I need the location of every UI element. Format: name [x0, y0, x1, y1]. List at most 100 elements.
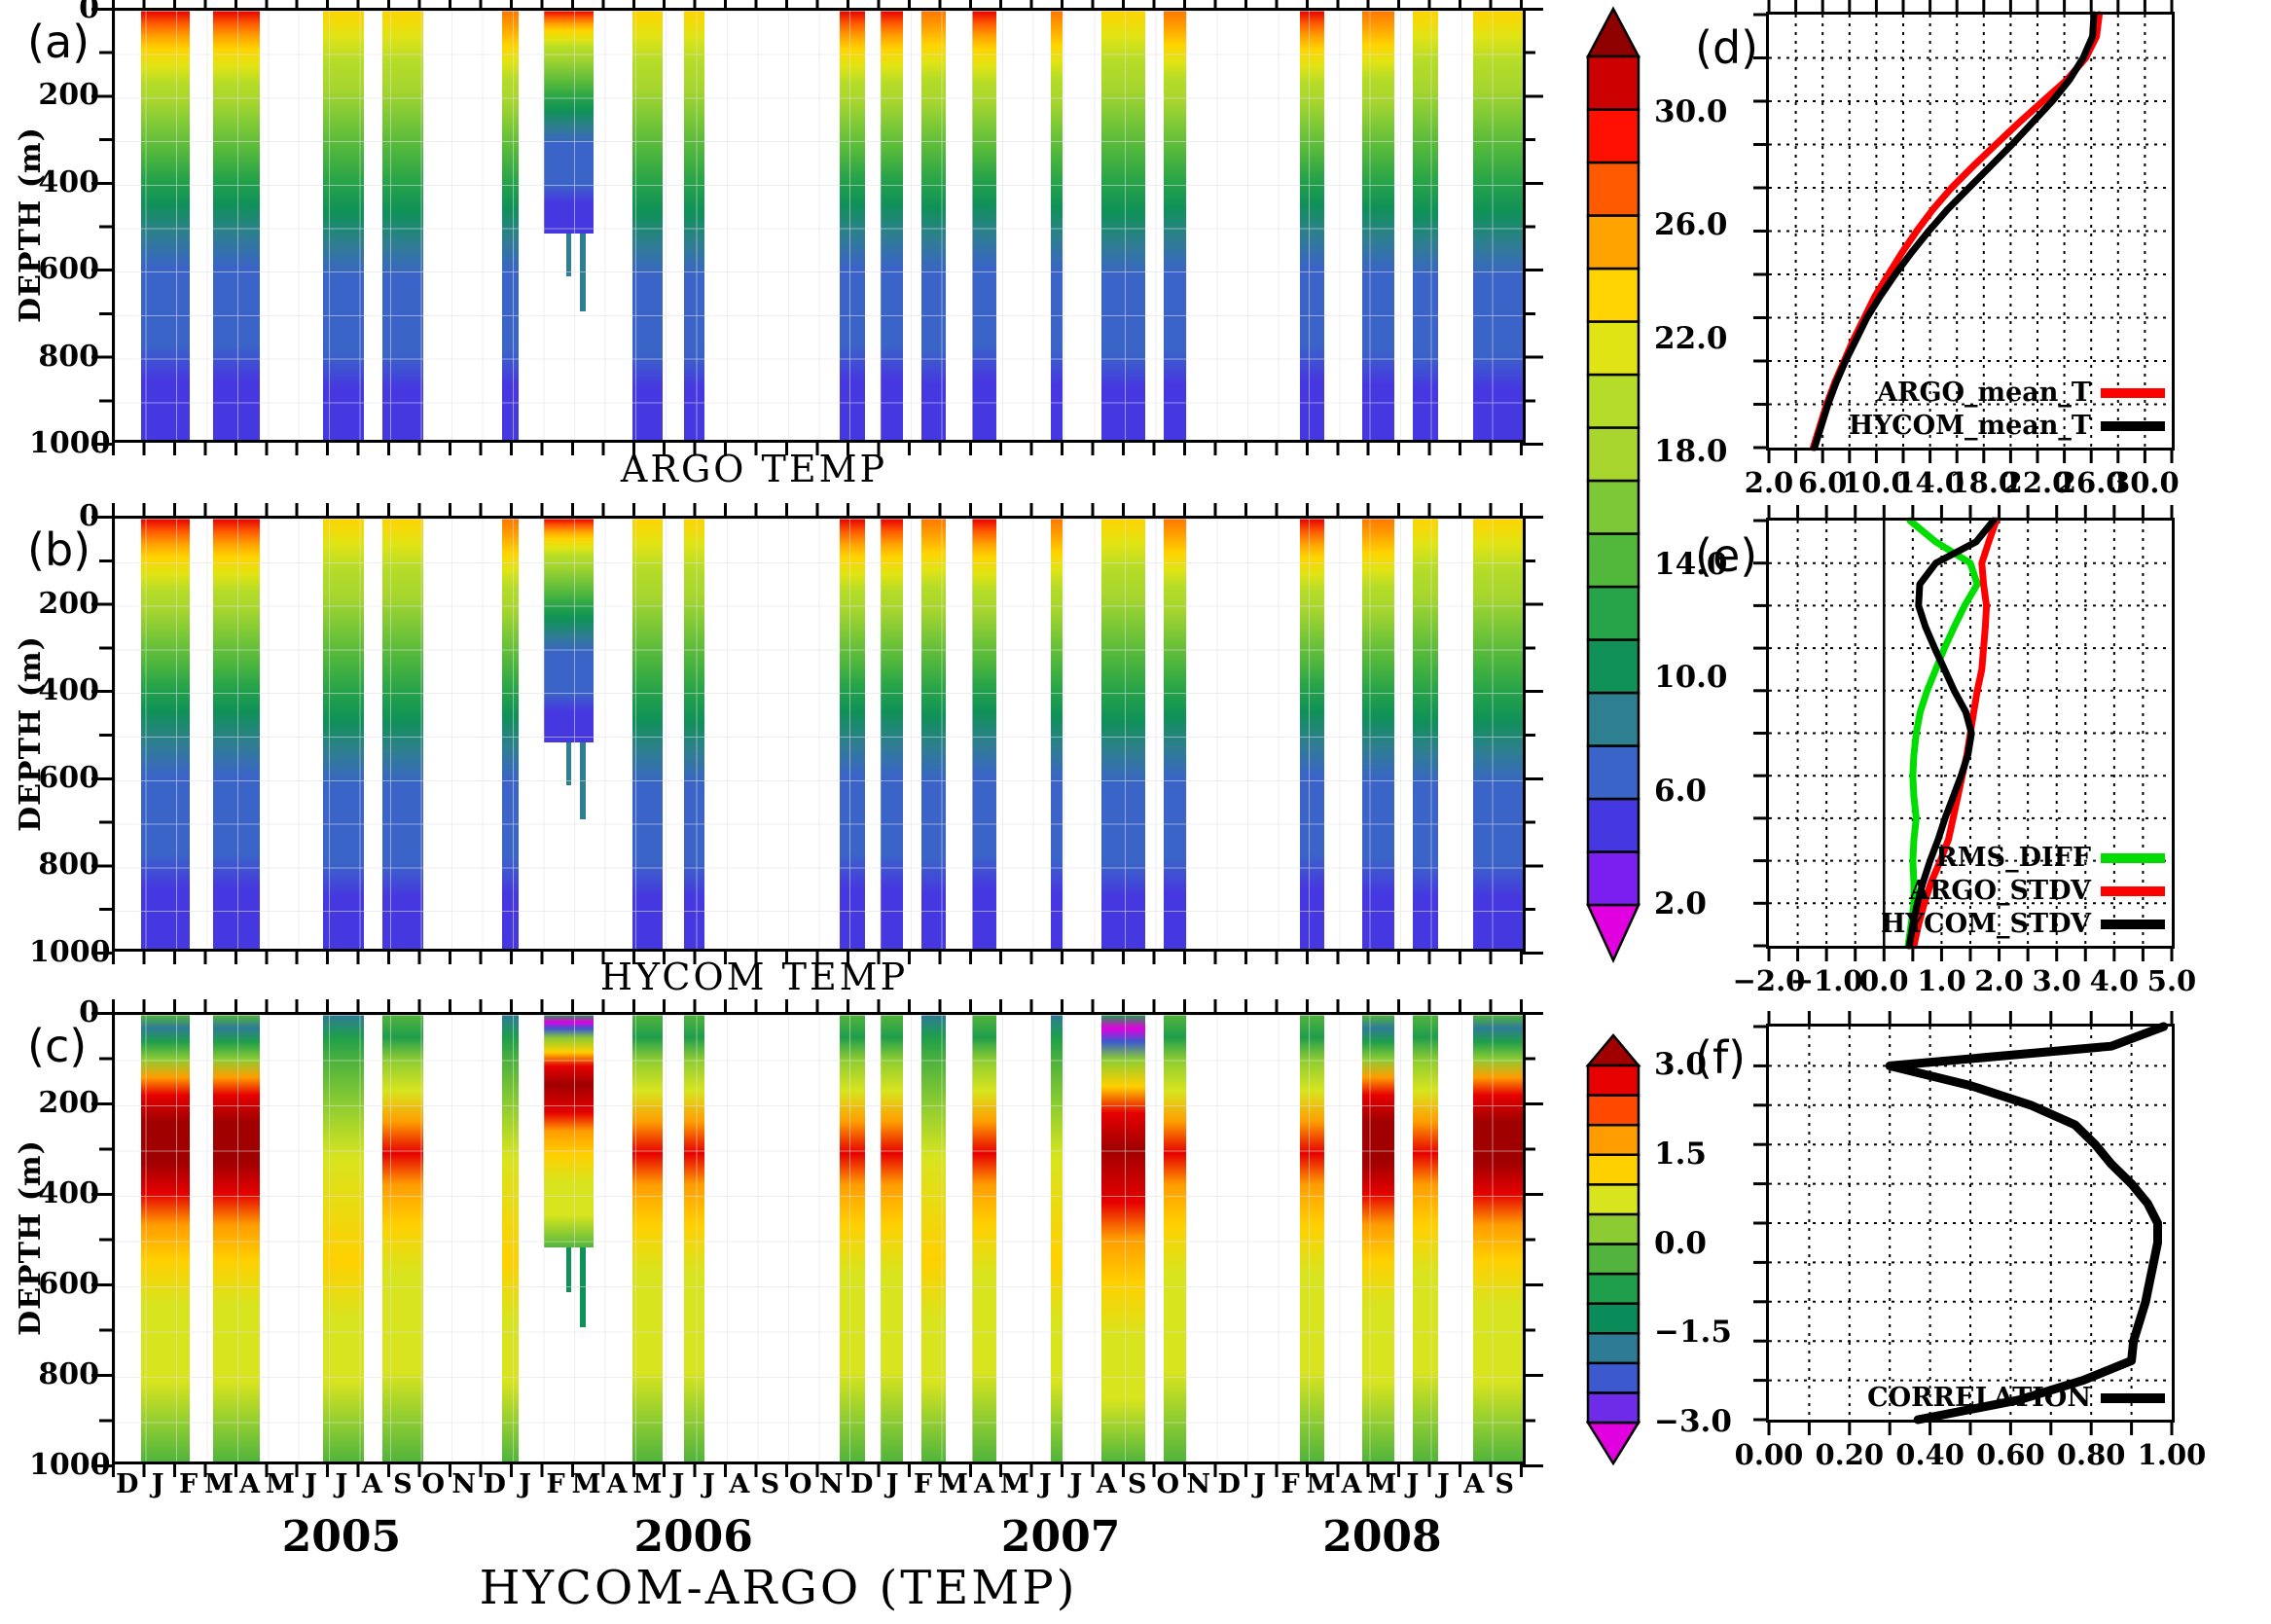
month-label: J: [885, 1469, 899, 1499]
month-label: D: [483, 1469, 506, 1499]
mean-temp-profile-panel: 2.0 6.0 10.0 14.0 18.0 22.0 26.0 30.0 HYCOM_mean…: [1745, 0, 2180, 499]
contour-column: [881, 519, 904, 949]
legend-label: HYCOM_STDV: [1880, 909, 2091, 939]
legend-label: RMS_DIFF: [1935, 843, 2091, 873]
contour-column-notch-strip: [579, 741, 586, 820]
depth-tick-marks: [99, 516, 112, 955]
profile-x-tick-label: 0.80: [2056, 1438, 2126, 1471]
colorbar-tick-label: 6.0: [1654, 773, 1707, 809]
month-label: M: [571, 1469, 601, 1499]
colorbar-tick-label: 18.0: [1654, 433, 1728, 469]
contour-column: [141, 519, 190, 949]
contour-column: [1051, 519, 1063, 949]
contour-column: [1473, 1015, 1523, 1462]
contour-column: [972, 519, 996, 949]
month-label: J: [335, 1469, 348, 1499]
month-label: A: [1341, 1469, 1362, 1499]
legend-item: HYCOM_mean_T: [1849, 411, 2165, 441]
legend-item: CORRELATION: [1867, 1383, 2165, 1413]
contour-column-notch-strip: [579, 1246, 586, 1328]
profile-x-tick-label: 1.00: [2137, 1438, 2207, 1471]
colorbar-tick-label: 26.0: [1654, 207, 1728, 243]
contour-column: [1413, 11, 1439, 440]
contour-column: [1413, 519, 1439, 949]
colorbar-tick-label: 2.0: [1654, 886, 1707, 921]
year-label: 2008: [1322, 1512, 1442, 1562]
contour-column: [1473, 11, 1523, 440]
profile-x-tick-label: 0.60: [1976, 1438, 2045, 1471]
depth-tick-label: 200: [38, 1086, 99, 1120]
contour-column: [141, 1015, 190, 1462]
profile-x-tick-label: 22.0: [2002, 466, 2073, 499]
depth-tick-label: 200: [38, 78, 99, 113]
month-label: A: [729, 1469, 750, 1499]
contour-column: [921, 519, 946, 949]
panel-d-letter: (d): [1695, 21, 1759, 74]
month-label: J: [671, 1469, 685, 1499]
depth-tick-label: 0: [79, 995, 99, 1029]
contour-column: [323, 1015, 365, 1462]
panel-e-letter: (e): [1695, 529, 1758, 582]
contour-column: [972, 1015, 996, 1462]
contour-column: [1362, 1015, 1395, 1462]
depth-tick-marks: [99, 1012, 112, 1467]
contour-column: [881, 11, 904, 440]
month-label: M: [1000, 1469, 1029, 1499]
hycom-minus-argo-contour-panel: [112, 1012, 1526, 1464]
month-label: F: [1280, 1469, 1300, 1499]
contour-column: [501, 11, 520, 440]
profile-x-tick-label: 0.00: [1734, 1438, 1804, 1471]
month-label: M: [632, 1469, 663, 1499]
contour-column: [840, 11, 866, 440]
month-label: M: [266, 1469, 295, 1499]
depth-axis-label-b: DEPTH (m): [14, 635, 48, 832]
legend-item: ARGO_mean_T: [1877, 378, 2165, 408]
contour-column: [921, 11, 946, 440]
legend-swatch: [2101, 885, 2165, 896]
depth-tick-label: 400: [38, 1176, 99, 1210]
month-label: A: [606, 1469, 628, 1499]
depth-axis-label-c: DEPTH (m): [14, 1139, 48, 1336]
colorbar-tick-label: 22.0: [1654, 320, 1728, 356]
correlation-profile-panel: 0.00 0.20 0.40 0.60 0.80 1.00 CORRELATION: [1735, 1011, 2206, 1471]
colorbar-svg: [1585, 6, 1641, 964]
month-label: S: [393, 1469, 413, 1499]
month-label: M: [1367, 1469, 1397, 1499]
colorbar-svg: [1585, 1033, 1641, 1466]
depth-tick-label: 600: [38, 760, 99, 795]
contour-column: [1164, 1015, 1187, 1462]
profile-x-tick-label: 0.20: [1815, 1438, 1885, 1471]
month-label: J: [305, 1469, 317, 1499]
depth-axis-label-a: DEPTH (m): [14, 126, 48, 323]
month-label: N: [818, 1469, 844, 1499]
contour-column: [881, 1015, 904, 1462]
stdv-rms-profile-panel: −2.0 −1.0 0.0 1.0 2.0 3.0 4.0 5.0 HYCOM_STDV ARGO…: [1733, 505, 2196, 997]
contour-column: [213, 11, 261, 440]
month-label: O: [789, 1469, 812, 1499]
profile-line-HYCOM_STDV: [1905, 517, 1998, 950]
contour-column: [1101, 11, 1146, 440]
legend-swatch: [2101, 919, 2165, 929]
profile-x-tick-label: −1.0: [1789, 964, 1863, 997]
contour-column: [544, 11, 594, 235]
contour-column: [632, 11, 663, 440]
contour-column-notch-strip: [566, 234, 572, 277]
depth-tick-label: 200: [38, 586, 99, 621]
month-label: J: [1039, 1469, 1052, 1499]
contour-column: [632, 1015, 663, 1462]
profile-x-tick-label: 3.0: [2032, 964, 2081, 997]
month-label: J: [1069, 1469, 1083, 1499]
depth-tick-label: 0: [79, 499, 99, 533]
legend-item: RMS_DIFF: [1935, 843, 2165, 873]
profile-plot-e: [1753, 505, 2175, 961]
month-label: M: [1306, 1469, 1336, 1499]
contour-column: [501, 1015, 520, 1462]
legend-item: ARGO_STDV: [1909, 876, 2165, 906]
month-label: F: [914, 1469, 933, 1499]
depth-tick-label: 400: [38, 673, 99, 708]
colorbar-tick-label: 1.5: [1654, 1136, 1707, 1172]
month-label: F: [179, 1469, 198, 1499]
profile-x-tick-label: −2.0: [1732, 964, 1806, 997]
legend-label: ARGO_STDV: [1909, 876, 2091, 906]
